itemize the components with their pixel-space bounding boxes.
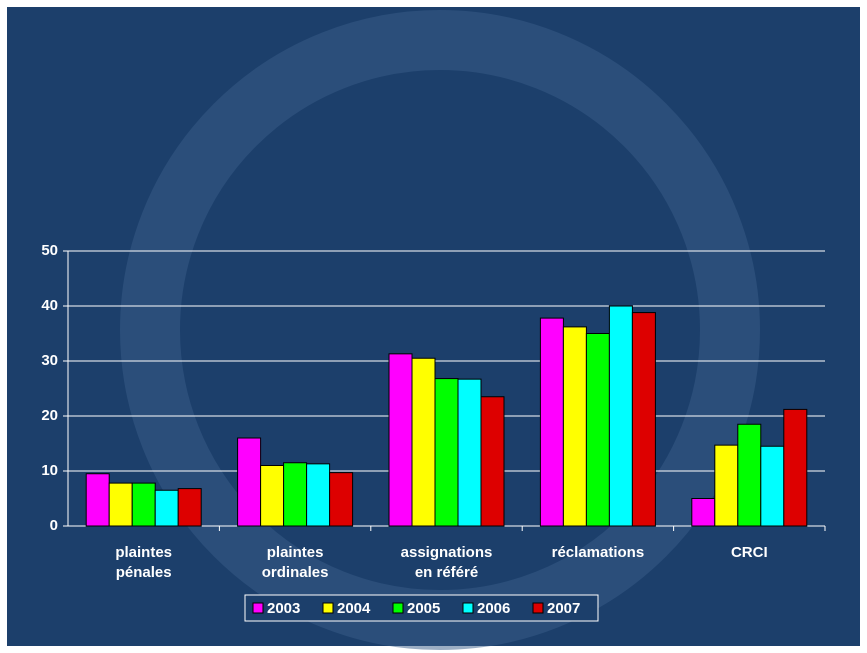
legend-swatch [533, 603, 543, 613]
bar [284, 463, 307, 526]
y-tick-label: 0 [50, 517, 58, 534]
legend-swatch [323, 603, 333, 613]
bar [784, 409, 807, 526]
legend-label: 2007 [547, 600, 580, 617]
bar [307, 464, 330, 526]
bar [609, 306, 632, 526]
bar [155, 490, 178, 526]
bar [109, 483, 132, 526]
bar [632, 313, 655, 526]
legend-swatch [463, 603, 473, 613]
y-tick-label: 10 [41, 462, 58, 479]
bar [86, 474, 109, 526]
bar [412, 358, 435, 526]
y-tick-label: 30 [41, 352, 58, 369]
bar [330, 473, 353, 526]
bar [692, 499, 715, 527]
bar [261, 466, 284, 527]
y-tick-label: 20 [41, 407, 58, 424]
bar [389, 354, 412, 526]
bar [178, 489, 201, 526]
bar [435, 379, 458, 526]
bar [132, 483, 155, 526]
legend-label: 2003 [267, 600, 300, 617]
legend-swatch [253, 603, 263, 613]
bar [738, 424, 761, 526]
legend-label: 2004 [337, 600, 371, 617]
x-tick-label: réclamations [552, 544, 645, 561]
bar [238, 438, 261, 526]
bar [715, 445, 738, 526]
x-tick-label: CRCI [731, 544, 768, 561]
bar [458, 379, 481, 526]
bar [481, 397, 504, 526]
bar [586, 334, 609, 527]
y-tick-label: 50 [41, 242, 58, 259]
bar [761, 446, 784, 526]
legend-label: 2005 [407, 600, 440, 617]
legend-swatch [393, 603, 403, 613]
bar [540, 318, 563, 526]
legend-label: 2006 [477, 600, 510, 617]
y-tick-label: 40 [41, 297, 58, 314]
bar [563, 327, 586, 526]
chart: 01020304050plaintespénalesplaintesordina… [0, 0, 867, 653]
